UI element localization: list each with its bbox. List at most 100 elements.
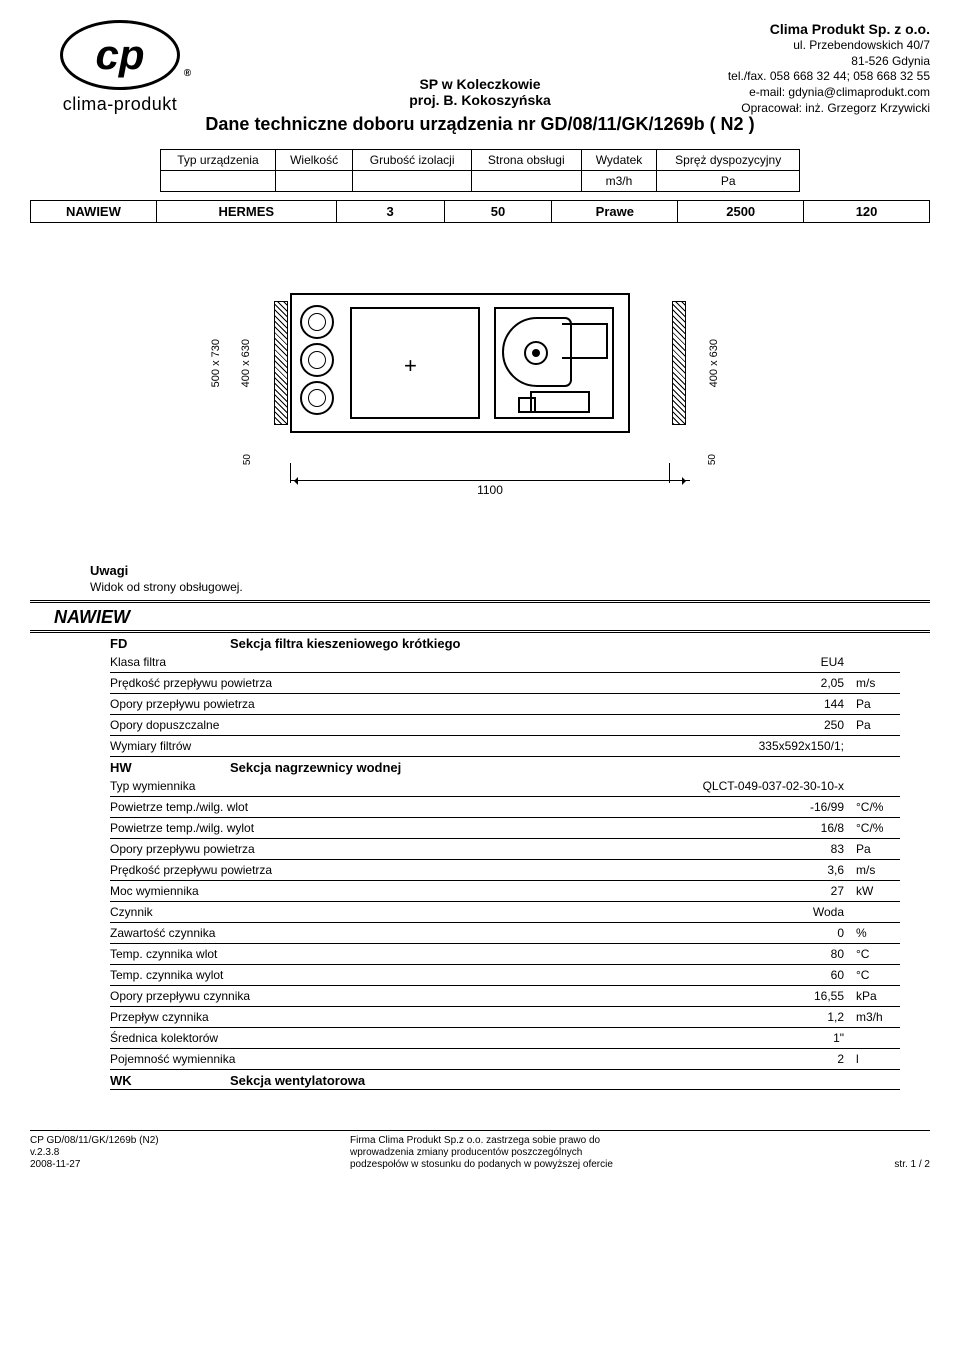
param-row: Pojemność wymiennika2l: [110, 1049, 900, 1069]
section-code: FD: [110, 636, 230, 651]
param-key: Zawartość czynnika: [110, 926, 696, 940]
company-email: e-mail: gdynia@climaprodukt.com: [728, 85, 930, 101]
unit-m3h: m3/h: [581, 171, 657, 192]
section-block: HWSekcja nagrzewnicy wodnej Typ wymiennik…: [110, 760, 900, 1069]
dev-size: 3: [336, 201, 444, 223]
remarks-text: Widok od strony obsługowej.: [90, 580, 930, 594]
damper-right-icon: [672, 301, 686, 425]
param-row: Powietrze temp./wilg. wylot16/8°C/%: [110, 818, 900, 839]
section-head: WKSekcja wentylatorowa: [110, 1073, 900, 1088]
param-unit: l: [856, 1052, 900, 1066]
hdr-grubosc: Grubość izolacji: [353, 150, 472, 171]
logo-icon: cp ®: [60, 20, 180, 90]
hdr-wydatek: Wydatek: [581, 150, 657, 171]
param-value: QLCT-049-037-02-30-10-x: [696, 779, 856, 793]
dev-pressure: 120: [804, 201, 930, 223]
device-data-table: NAWIEW HERMES 3 50 Prawe 2500 120: [30, 200, 930, 223]
param-row: Moc wymiennika27kW: [110, 881, 900, 902]
param-row: CzynnikWoda: [110, 902, 900, 923]
param-key: Wymiary filtrów: [110, 739, 696, 753]
param-value: 80: [696, 947, 856, 961]
param-value: 1": [696, 1031, 856, 1045]
device-header-table: Typ urządzenia Wielkość Grubość izolacji…: [160, 149, 800, 192]
param-key: Średnica kolektorów: [110, 1031, 696, 1045]
remarks-heading: Uwagi: [90, 563, 930, 578]
hdr-sprez: Spręż dyspozycyjny: [657, 150, 800, 171]
units-row: m3/h Pa: [161, 171, 800, 192]
param-row: Temp. czynnika wlot80°C: [110, 944, 900, 965]
dim-inner-right: 400 x 630: [708, 339, 720, 387]
param-row: Prędkość przepływu powietrza3,6m/s: [110, 860, 900, 881]
param-value: 144: [696, 697, 856, 711]
plus-icon: +: [404, 353, 417, 379]
param-value: 0: [696, 926, 856, 940]
param-key: Przepływ czynnika: [110, 1010, 696, 1024]
param-row: Opory przepływu powietrza144Pa: [110, 694, 900, 715]
param-key: Opory dopuszczalne: [110, 718, 696, 732]
section-block: WKSekcja wentylatorowa: [110, 1073, 900, 1088]
footer-left: CP GD/08/11/GK/1269b (N2) v.2.3.8 2008-1…: [30, 1135, 250, 1171]
header-row: Typ urządzenia Wielkość Grubość izolacji…: [161, 150, 800, 171]
hdr-strona: Strona obsługi: [471, 150, 581, 171]
filter-circles-icon: [300, 305, 334, 419]
param-key: Opory przepływu powietrza: [110, 842, 696, 856]
param-row: Zawartość czynnika0%: [110, 923, 900, 944]
param-unit: °C/%: [856, 800, 900, 814]
param-unit: Pa: [856, 697, 900, 711]
footer-center: Firma Clima Produkt Sp.z o.o. zastrzega …: [250, 1135, 850, 1171]
footer-page: str. 1 / 2: [850, 1159, 930, 1171]
section-code: HW: [110, 760, 230, 775]
separator: [110, 1089, 900, 1090]
section-label: Sekcja filtra kieszeniowego krótkiego: [230, 636, 460, 651]
param-row: Powietrze temp./wilg. wlot-16/99°C/%: [110, 797, 900, 818]
section-label: Sekcja wentylatorowa: [230, 1073, 365, 1088]
dev-type: HERMES: [156, 201, 336, 223]
param-unit: m3/h: [856, 1010, 900, 1024]
section-code: WK: [110, 1073, 230, 1088]
separator: [110, 1069, 900, 1070]
device-row: NAWIEW HERMES 3 50 Prawe 2500 120: [31, 201, 930, 223]
param-value: EU4: [696, 655, 856, 669]
section-head: FDSekcja filtra kieszeniowego krótkiego: [110, 636, 900, 651]
param-key: Powietrze temp./wilg. wylot: [110, 821, 696, 835]
section-title: NAWIEW: [54, 607, 930, 628]
param-row: Temp. czynnika wylot60°C: [110, 965, 900, 986]
param-unit: Pa: [856, 718, 900, 732]
dim-outer: 500 x 730: [210, 339, 222, 387]
dev-iso: 50: [444, 201, 552, 223]
dev-flow: NAWIEW: [31, 201, 157, 223]
param-value: 16/8: [696, 821, 856, 835]
param-unit: °C/%: [856, 821, 900, 835]
hdr-wielkosc: Wielkość: [275, 150, 352, 171]
dim-50-left: 50: [242, 454, 253, 465]
param-row: Opory dopuszczalne250Pa: [110, 715, 900, 736]
logo-registered: ®: [184, 68, 191, 79]
company-addr1: ul. Przebendowskich 40/7: [728, 38, 930, 54]
section-head: HWSekcja nagrzewnicy wodnej: [110, 760, 900, 775]
section-block: FDSekcja filtra kieszeniowego krótkiegoK…: [110, 636, 900, 756]
param-key: Prędkość przepływu powietrza: [110, 676, 696, 690]
param-key: Opory przepływu czynnika: [110, 989, 696, 1003]
param-value: 60: [696, 968, 856, 982]
param-key: Temp. czynnika wylot: [110, 968, 696, 982]
company-addr2: 81-526 Gdynia: [728, 54, 930, 70]
param-value: 83: [696, 842, 856, 856]
param-value: 1,2: [696, 1010, 856, 1024]
param-value: 16,55: [696, 989, 856, 1003]
company-name: Clima Produkt Sp. z o.o.: [728, 20, 930, 38]
param-key: Typ wymiennika: [110, 779, 696, 793]
dev-side: Prawe: [552, 201, 678, 223]
param-value: 2,05: [696, 676, 856, 690]
main-title: Dane techniczne doboru urządzenia nr GD/…: [30, 114, 930, 135]
param-row: Opory przepływu czynnika16,55kPa: [110, 986, 900, 1007]
param-key: Moc wymiennika: [110, 884, 696, 898]
motor-icon: [530, 391, 590, 413]
param-unit: m/s: [856, 863, 900, 877]
param-unit: Pa: [856, 842, 900, 856]
dim-50-right: 50: [707, 454, 718, 465]
company-tel: tel./fax. 058 668 32 44; 058 668 32 55: [728, 69, 930, 85]
company-author: Opracował: inż. Grzegorz Krzywicki: [728, 101, 930, 117]
param-value: 27: [696, 884, 856, 898]
unit-pa: Pa: [657, 171, 800, 192]
dim-inner-left: 400 x 630: [240, 339, 252, 387]
